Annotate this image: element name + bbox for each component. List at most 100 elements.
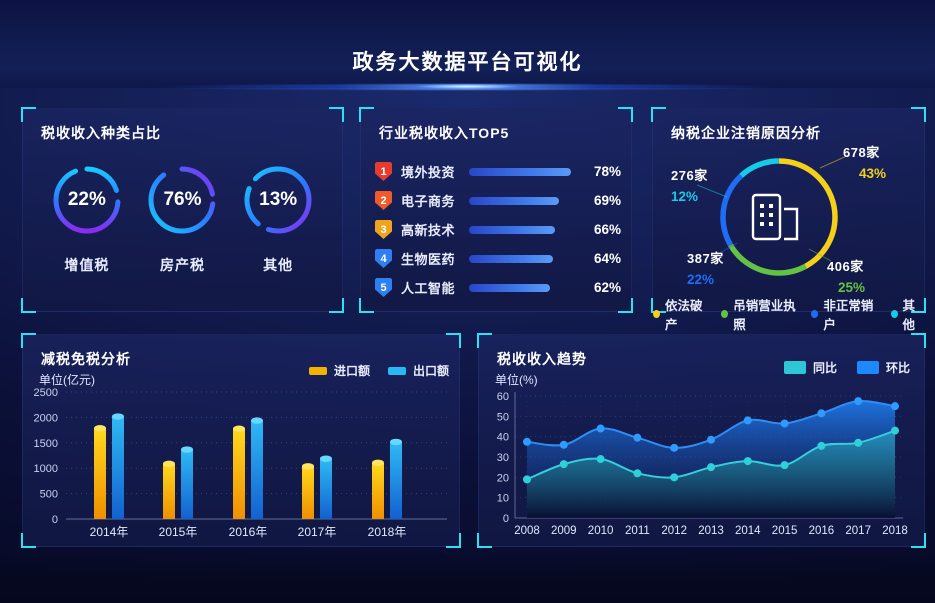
legend-item[interactable]: 出口额 [387, 362, 449, 379]
ring-percent-value: 76% [163, 189, 202, 210]
svg-text:60: 60 [497, 391, 509, 403]
cancel-reasons-pie-chart[interactable]: 678家 43% 406家 25% 387家 22% 276家 12% [653, 109, 924, 311]
corner-bracket [329, 298, 344, 313]
panel-title: 纳税企业注销原因分析 [671, 125, 821, 141]
pie-callout-count: 406家 [827, 259, 864, 274]
top5-row[interactable]: 2 电子商务 69% [375, 186, 621, 215]
rank-badge-icon: 3 [375, 220, 392, 239]
svg-text:2014: 2014 [735, 525, 761, 537]
pie-legend: 依法破产 吊销营业执照 非正常销户 其他 [653, 295, 924, 333]
svg-text:0: 0 [52, 514, 58, 526]
pie-callout-count: 387家 [687, 251, 724, 266]
top5-bar-track [469, 283, 571, 292]
panel-title: 减税免税分析 [41, 351, 131, 367]
corner-bracket [477, 533, 492, 548]
corner-bracket [911, 533, 926, 548]
pie-callout-percent: 43% [859, 166, 887, 181]
panel-tax-trend: 税收收入趋势 单位(%) 同比 环比 0 10 20 30 40 50 60 2008 2009 2… [477, 333, 926, 548]
svg-text:2017年: 2017年 [298, 525, 337, 539]
top5-percent-value: 62% [593, 280, 621, 295]
ring-svg [148, 166, 216, 234]
svg-text:2016年: 2016年 [229, 525, 268, 539]
legend-label: 同比 [812, 361, 837, 375]
top5-category-label: 电子商务 [401, 194, 456, 209]
rank-badge-icon: 2 [375, 191, 392, 210]
legend-item[interactable]: 依法破产 [653, 295, 708, 333]
top5-row[interactable]: 3 高新技术 66% [375, 215, 621, 244]
corner-bracket [651, 107, 666, 122]
corner-bracket [477, 333, 492, 348]
svg-text:0: 0 [503, 513, 509, 525]
svg-text:2012: 2012 [661, 525, 687, 537]
ring-gauge[interactable]: 76% 房产税 [143, 161, 221, 275]
corner-bracket [359, 298, 374, 313]
top5-bar [469, 283, 551, 292]
top5-bar [469, 167, 571, 176]
legend-item[interactable]: 同比 [783, 359, 837, 376]
top5-bar [469, 196, 560, 205]
top5-bar-track [469, 167, 571, 176]
svg-text:2017: 2017 [845, 525, 871, 537]
legend-label: 非正常销户 [823, 299, 874, 332]
panel-title: 行业税收收入TOP5 [379, 125, 510, 141]
page-header: 政务大数据平台可视化 [0, 0, 935, 88]
ring-box: 22% [48, 161, 126, 239]
legend-swatch [308, 366, 327, 375]
rank-badge-icon: 5 [375, 278, 392, 297]
ring-box: 13% [239, 161, 317, 239]
top5-percent-value: 66% [593, 222, 621, 237]
bars-legend: 进口额 出口额 [308, 362, 449, 379]
legend-item[interactable]: 吊销营业执照 [721, 295, 798, 333]
legend-item[interactable]: 其他 [890, 295, 924, 333]
tax-type-rings-chart[interactable]: 22% 增值税 76% 房产税 13% 其他 [23, 161, 342, 275]
legend-dot [653, 310, 660, 318]
svg-text:500: 500 [40, 489, 58, 501]
legend-item[interactable]: 非正常销户 [811, 295, 877, 333]
corner-bracket [21, 333, 36, 348]
svg-text:2011: 2011 [625, 525, 650, 537]
top5-percent-value: 64% [593, 251, 621, 266]
area-line-chart[interactable]: 0 10 20 30 40 50 60 2008 2009 2010 2011 2012 2013 201… [479, 335, 926, 548]
top5-list: 1 境外投资 78% 2 电子商务 69% 3 高新技术 66% 4 生物医药 64% 5 人工智能 62% [361, 157, 631, 302]
svg-text:20: 20 [497, 472, 509, 484]
legend-label: 其他 [902, 299, 916, 332]
top5-category-label: 境外投资 [401, 165, 456, 180]
building-icon [751, 193, 799, 241]
ring-box: 76% [143, 161, 221, 239]
corner-bracket [911, 333, 926, 348]
panel-title: 税收收入趋势 [497, 351, 587, 367]
top5-category-label: 高新技术 [401, 223, 456, 238]
corner-bracket [329, 107, 344, 122]
ring-gauge[interactable]: 13% 其他 [239, 161, 317, 275]
top5-row[interactable]: 1 境外投资 78% [375, 157, 621, 186]
panel-title: 税收收入种类占比 [41, 125, 161, 141]
svg-text:50: 50 [497, 411, 509, 423]
top5-bar-track [469, 254, 571, 263]
svg-text:1000: 1000 [34, 463, 58, 475]
rank-badge-icon: 4 [375, 249, 392, 268]
top5-category-label: 生物医药 [401, 252, 456, 267]
corner-bracket [446, 333, 461, 348]
panel-cancel-reasons: 纳税企业注销原因分析 678家 43% 406家 25% 387家 22% 276家 12% … [651, 107, 926, 332]
legend-label: 出口额 [412, 364, 449, 378]
pie-callout-percent: 12% [671, 189, 699, 204]
corner-bracket [446, 533, 461, 548]
top5-bar [469, 254, 553, 263]
ring-gauge[interactable]: 22% 增值税 [48, 161, 126, 275]
top5-row[interactable]: 4 生物医药 64% [375, 244, 621, 273]
ring-percent-value: 13% [259, 189, 298, 210]
legend-item[interactable]: 环比 [856, 359, 910, 376]
legend-dot [721, 310, 729, 318]
top5-row[interactable]: 5 人工智能 62% [375, 273, 621, 302]
legend-item[interactable]: 进口额 [308, 362, 370, 379]
legend-dot [811, 310, 819, 318]
top5-percent-value: 69% [593, 193, 621, 208]
legend-label: 依法破产 [664, 299, 703, 332]
trend-legend: 同比 环比 [783, 359, 910, 376]
legend-label: 环比 [885, 361, 910, 375]
svg-text:2010: 2010 [588, 525, 614, 537]
grouped-bar-chart[interactable]: 0 500 1000 1500 2000 2500 2014年 2015年 2016年 2017年… [23, 335, 461, 548]
legend-label: 进口额 [333, 364, 370, 378]
ring-svg [244, 166, 312, 234]
